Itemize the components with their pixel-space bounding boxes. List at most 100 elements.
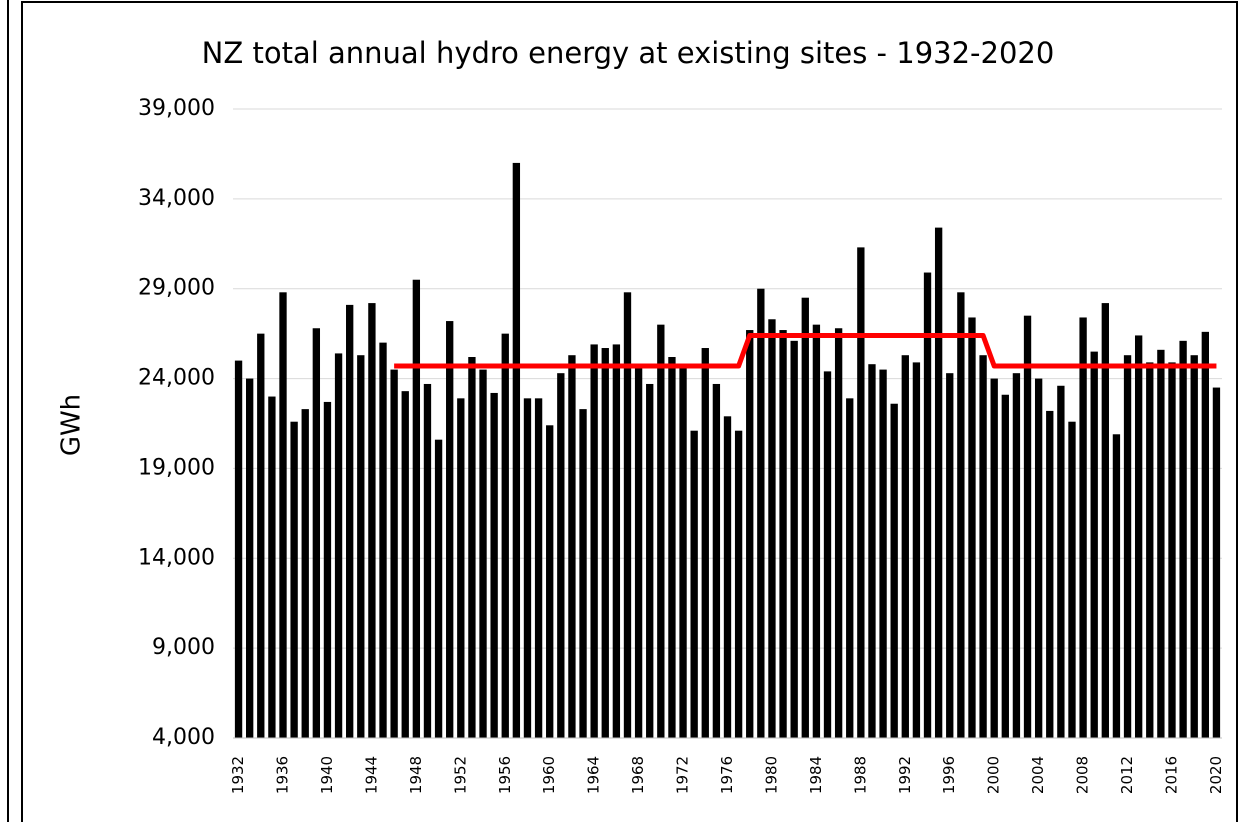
bar <box>534 398 543 738</box>
bar <box>301 409 309 738</box>
bar <box>734 430 743 738</box>
bar <box>468 357 476 738</box>
bar <box>601 348 609 738</box>
bar <box>946 373 954 738</box>
bar <box>490 392 498 738</box>
x-tick-label: 1936 <box>274 756 292 794</box>
bar <box>446 321 454 738</box>
bar <box>512 162 521 738</box>
bar <box>912 362 921 738</box>
bar <box>546 425 554 738</box>
bar <box>1123 355 1132 738</box>
bar <box>979 355 987 738</box>
bar <box>1001 394 1009 738</box>
bar <box>434 439 443 738</box>
bar <box>1190 355 1198 738</box>
bar <box>423 383 432 738</box>
y-tick-label: 14,000 <box>138 545 215 570</box>
bar <box>246 378 254 738</box>
bar <box>1068 421 1076 738</box>
bar <box>1201 331 1209 738</box>
bar <box>934 227 943 738</box>
bar <box>812 324 821 738</box>
chart-title: NZ total annual hydro energy at existing… <box>202 36 1055 70</box>
chart-border <box>21 1 1238 826</box>
bar <box>568 355 576 738</box>
x-tick-label: 1992 <box>896 756 914 794</box>
x-tick-label: 1996 <box>940 756 958 794</box>
bar <box>801 297 809 738</box>
bar <box>923 272 932 738</box>
y-tick-label: 19,000 <box>138 455 215 480</box>
bar <box>1157 349 1165 738</box>
bar <box>1079 317 1087 738</box>
bar <box>712 383 721 738</box>
x-tick-label: 1964 <box>585 756 603 794</box>
x-tick-label: 1960 <box>540 756 558 794</box>
bar <box>690 430 698 738</box>
y-tick-label: 39,000 <box>138 96 215 121</box>
x-tick-label: 1956 <box>496 756 514 794</box>
bar <box>879 369 887 738</box>
bar <box>1012 373 1021 738</box>
bar <box>368 303 376 738</box>
bar <box>268 396 276 738</box>
line <box>394 332 1217 369</box>
bar <box>312 328 321 738</box>
bar <box>668 357 676 738</box>
y-tick-label: 34,000 <box>138 186 215 211</box>
bar <box>1146 362 1154 738</box>
x-tick-label: 1948 <box>407 756 425 794</box>
bar <box>868 364 876 738</box>
bar <box>757 288 765 738</box>
bar <box>479 369 487 738</box>
bar <box>1023 315 1032 738</box>
x-tick-label: 1952 <box>451 756 469 794</box>
bar <box>857 247 865 738</box>
bar <box>701 348 709 738</box>
y-axis-label: GWh <box>57 394 87 456</box>
bar <box>257 333 265 738</box>
bar <box>746 330 754 738</box>
bar <box>501 333 509 738</box>
bar <box>901 355 909 738</box>
bar <box>1134 335 1143 738</box>
x-tick-label: 2020 <box>1207 756 1225 794</box>
bar <box>557 373 565 738</box>
x-tick-label: 2004 <box>1029 756 1047 794</box>
bar <box>590 344 598 738</box>
bar <box>379 342 387 738</box>
bar <box>1212 387 1221 738</box>
bar <box>990 378 998 738</box>
x-tick-label: 1944 <box>362 756 380 794</box>
x-tick-label: 1932 <box>229 756 247 794</box>
bar <box>457 398 465 738</box>
x-tick-label: 2008 <box>1074 756 1092 794</box>
bar <box>846 398 854 738</box>
x-tick-label: 1940 <box>318 756 336 794</box>
bar <box>723 416 732 738</box>
bar <box>234 360 243 738</box>
bar <box>623 292 632 738</box>
bar <box>834 328 843 738</box>
bar <box>1101 303 1109 738</box>
bar <box>390 369 398 738</box>
y-tick-label: 9,000 <box>152 635 215 660</box>
bar <box>346 304 354 738</box>
x-tick-label: 1988 <box>851 756 869 794</box>
bar <box>968 317 976 738</box>
bar <box>1168 362 1176 738</box>
bar <box>1034 378 1043 738</box>
bar <box>790 340 798 738</box>
bar <box>890 403 898 738</box>
bar <box>1057 385 1065 738</box>
bar <box>279 292 287 738</box>
bar <box>823 371 832 738</box>
y-tick-label: 4,000 <box>152 725 215 750</box>
x-tick-label: 1980 <box>762 756 780 794</box>
x-tick-label: 2000 <box>985 756 1003 794</box>
bar <box>1090 351 1098 738</box>
bar <box>412 279 421 738</box>
